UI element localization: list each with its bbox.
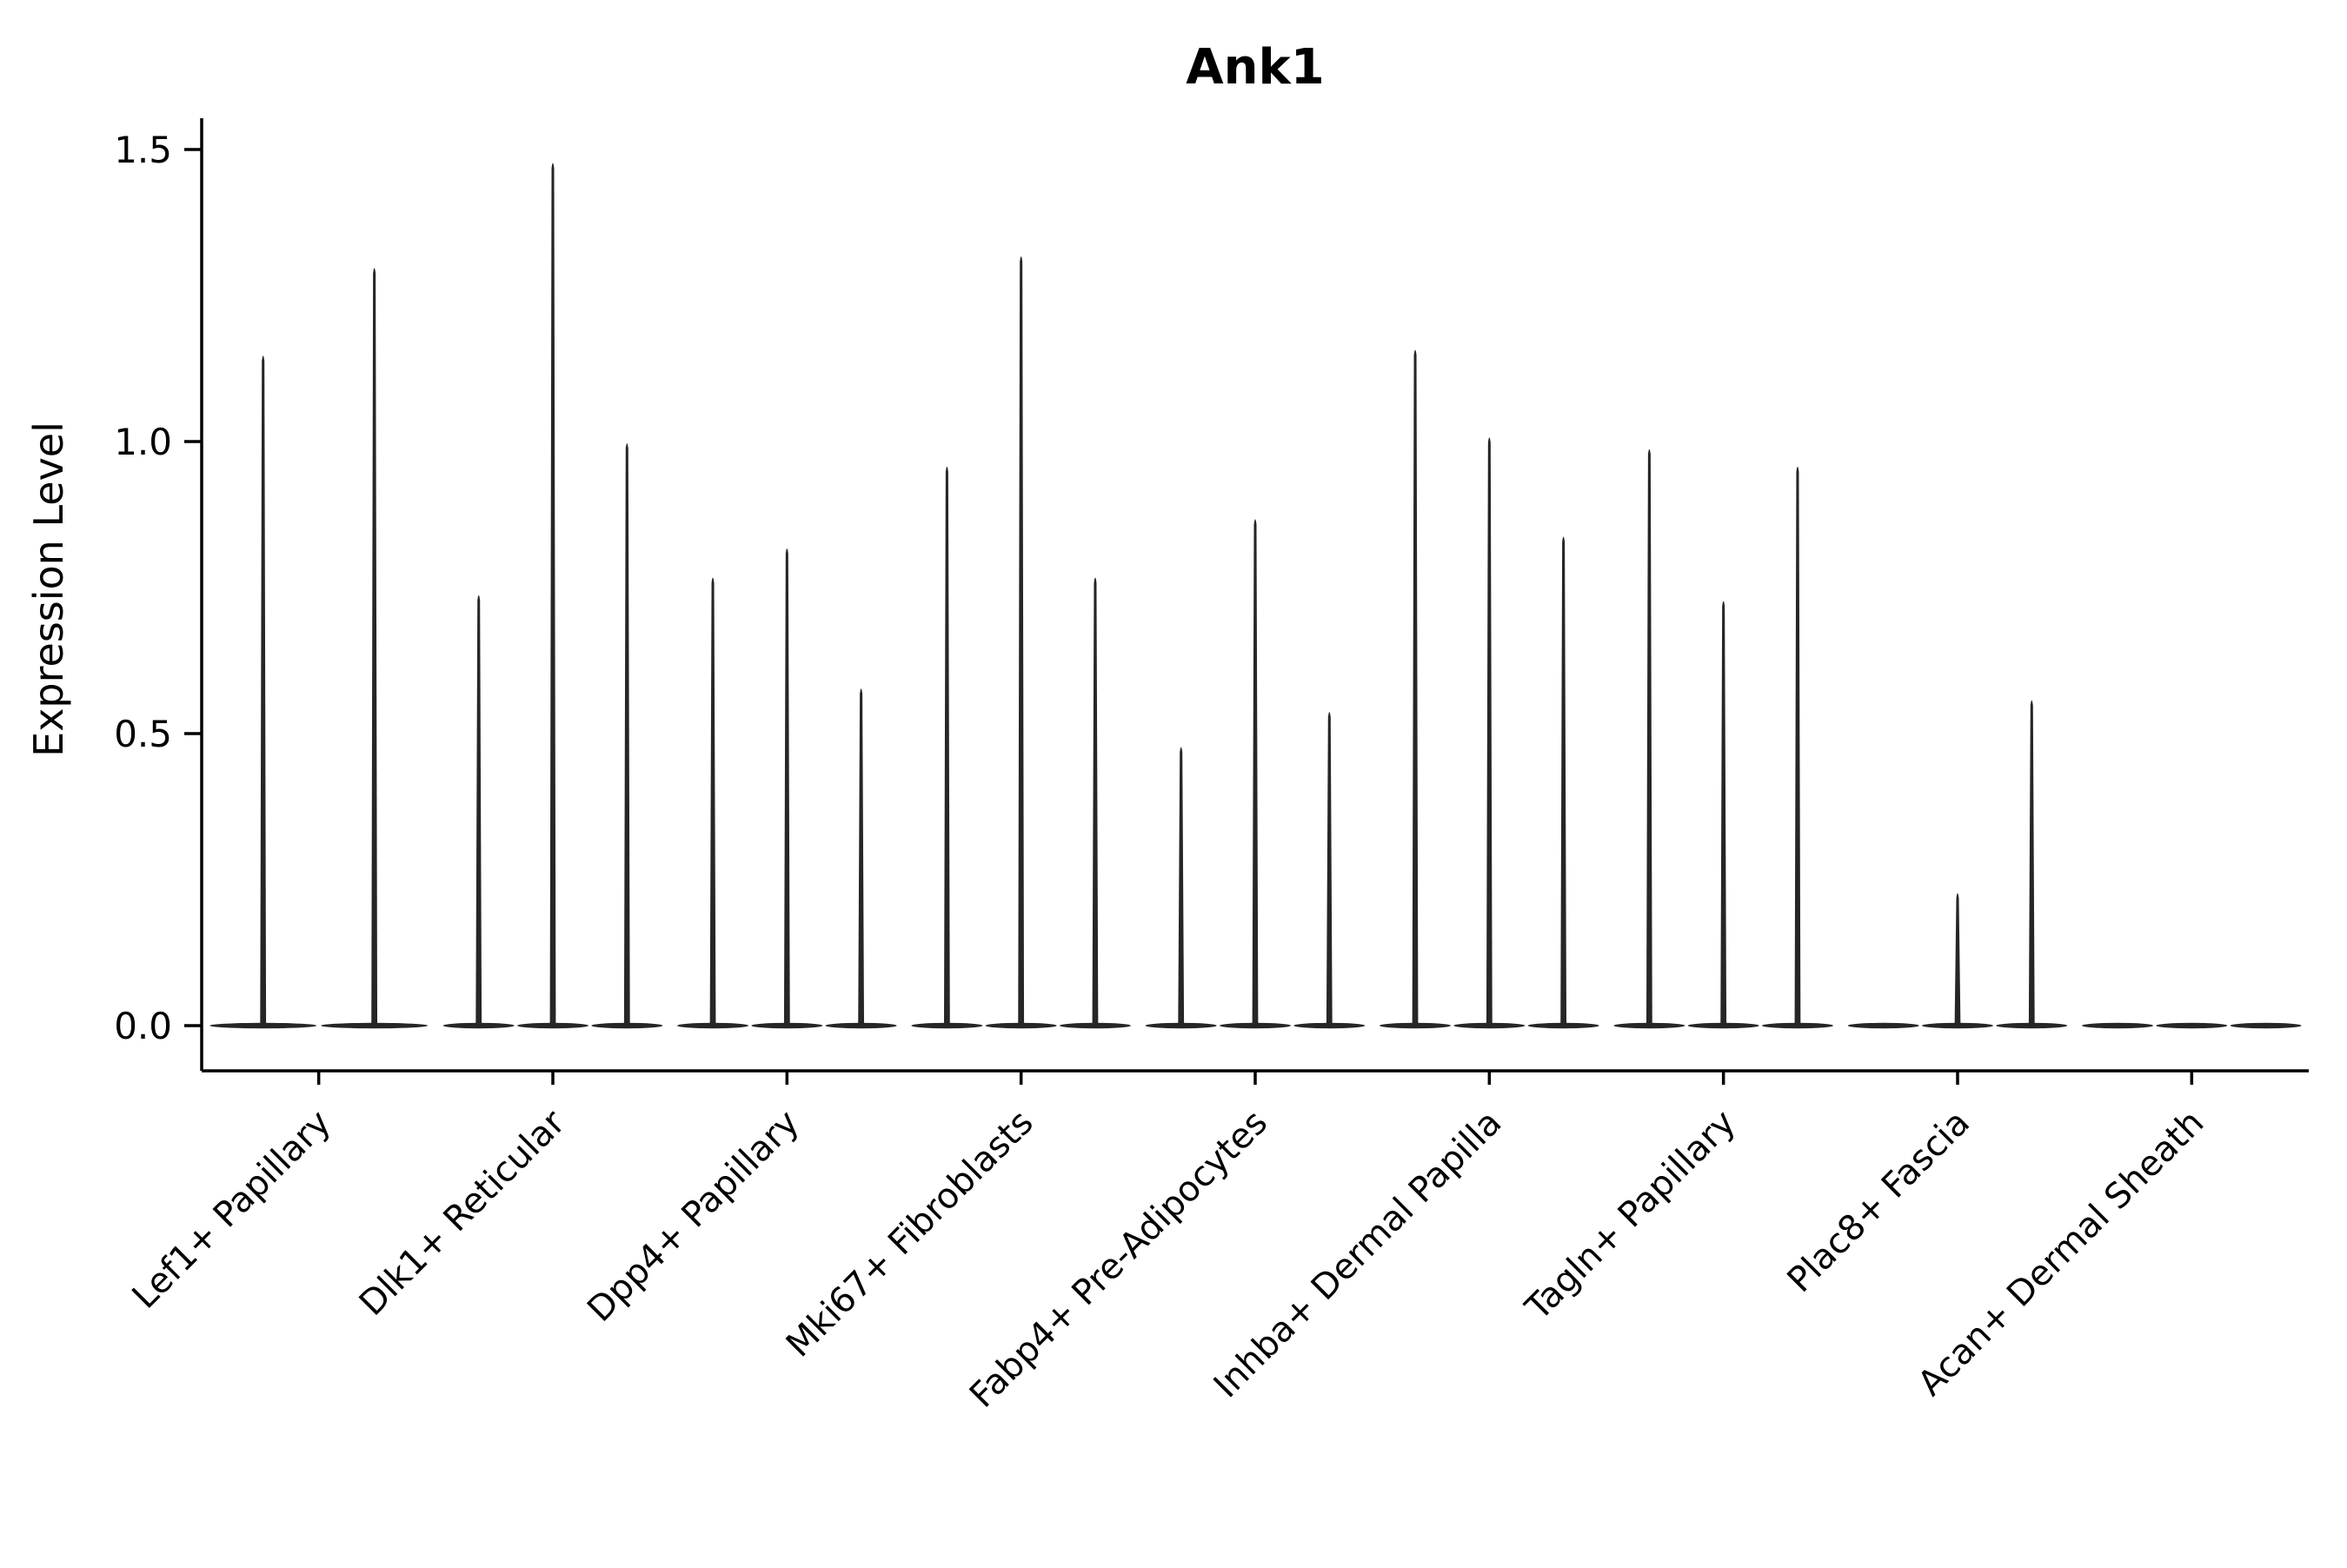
violin-spike	[1018, 256, 1025, 1027]
x-category-label: Lef1+ Papillary	[125, 1103, 339, 1317]
violin-spike	[2028, 700, 2035, 1026]
violin-spike	[1092, 577, 1099, 1026]
violin-spike	[1720, 601, 1727, 1026]
violin-spike	[783, 548, 790, 1026]
y-tick-label: 0.0	[114, 1005, 172, 1047]
x-axis-ticks-group: Lef1+ Papillary Dlk1+ Reticular Dpp4+ Papi…	[125, 1071, 2211, 1416]
violin-spike	[1954, 893, 1961, 1026]
violin-spike	[1560, 536, 1567, 1026]
y-tick-label: 1.5	[114, 129, 172, 171]
violin-spike	[1412, 349, 1419, 1027]
violin-spike	[858, 688, 865, 1026]
violin-spike	[943, 466, 950, 1026]
violins-group	[209, 163, 2302, 1029]
violin-spike	[1178, 747, 1185, 1026]
violin-spike	[623, 443, 630, 1026]
x-category-label: Mki67+ Fibroblasts	[779, 1103, 1041, 1365]
violin-spike	[549, 163, 556, 1026]
violin-spike	[1794, 466, 1801, 1026]
violin-spike	[1646, 448, 1652, 1026]
violin-spike	[1326, 712, 1333, 1026]
y-tick-label: 0.5	[114, 713, 172, 755]
violin-spike	[371, 268, 378, 1026]
violin-base	[1847, 1022, 1919, 1029]
violin-spike	[1252, 519, 1259, 1026]
violin-spike	[709, 577, 716, 1026]
chart-title: Ank1	[1186, 39, 1324, 96]
y-axis-ticks-group: 0.0 0.5 1.0 1.5	[114, 129, 202, 1047]
x-category-label: Tagln+ Papillary	[1518, 1103, 1744, 1329]
violin-base	[2156, 1022, 2228, 1029]
y-tick-label: 1.0	[114, 421, 172, 463]
x-category-label: Dlk1+ Reticular	[352, 1102, 574, 1324]
x-category-label: Plac8+ Fascia	[1780, 1103, 1978, 1301]
violin-base	[2230, 1022, 2302, 1029]
violin-base	[2082, 1022, 2153, 1029]
y-axis-label: Expression Level	[25, 422, 72, 757]
violin-spike	[475, 595, 482, 1026]
violin-spike	[260, 355, 267, 1026]
x-category-label: Dpp4+ Papillary	[580, 1103, 807, 1330]
violin-spike	[1486, 437, 1493, 1026]
